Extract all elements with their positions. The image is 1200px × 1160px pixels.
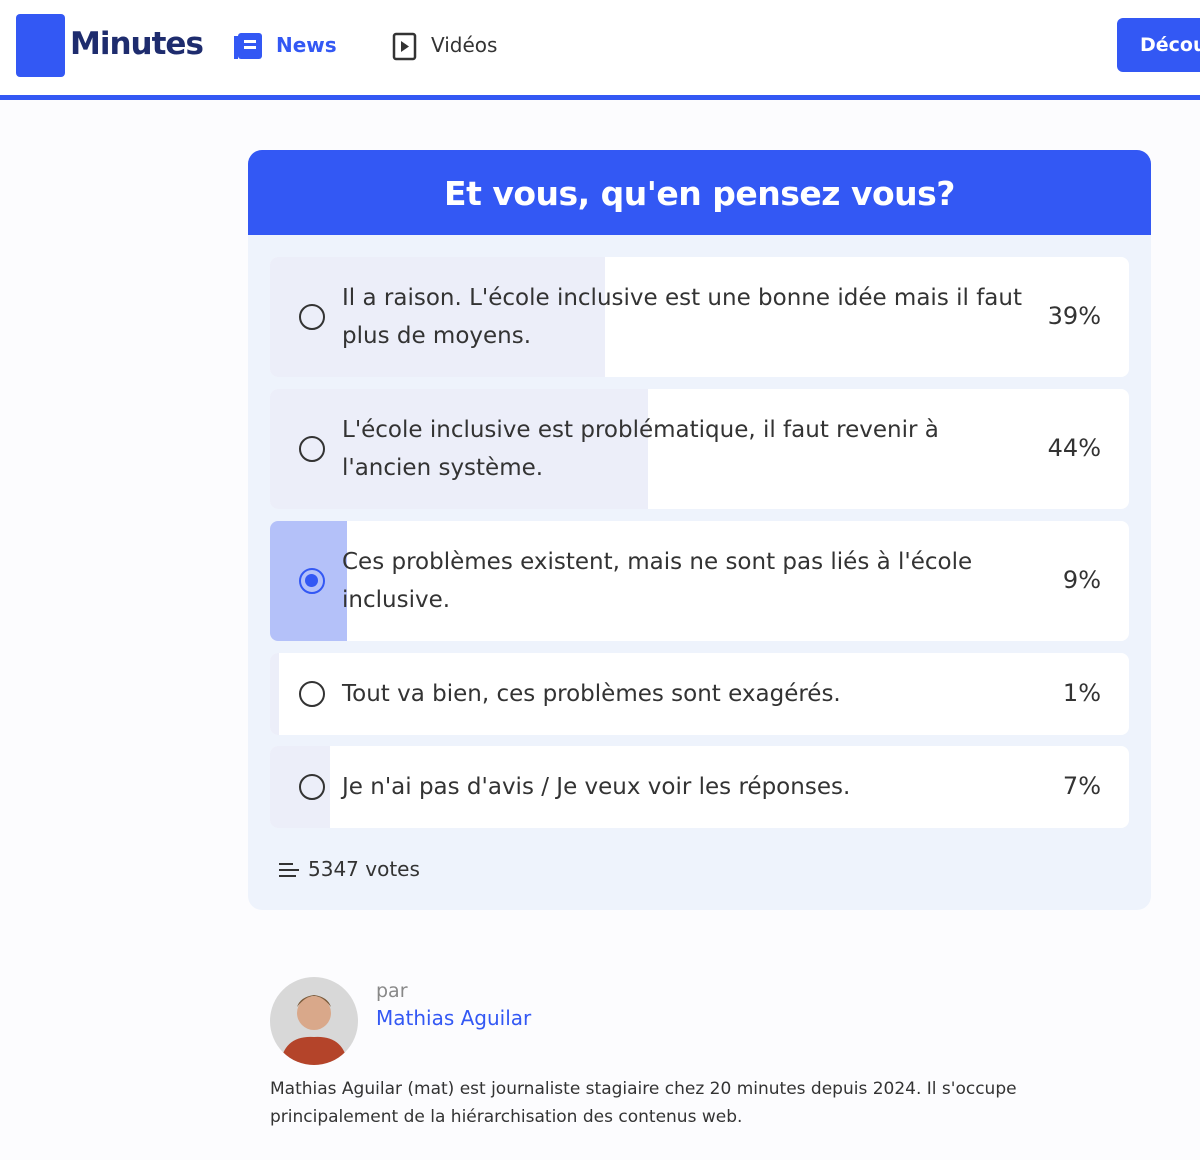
radio-button[interactable] (299, 568, 325, 594)
option-text: Il a raison. L'école inclusive est une b… (342, 285, 1022, 349)
poll-card: Et vous, qu'en pensez vous? 5347 votes I… (248, 150, 1151, 910)
poll-option[interactable]: Tout va bien, ces problèmes sont exagéré… (270, 653, 1129, 735)
result-bar (270, 653, 279, 735)
author-prefix: par (376, 980, 408, 1002)
option-percent: 44% (1047, 434, 1101, 462)
votes-icon (279, 863, 299, 877)
poll-option[interactable]: Ces problèmes existent, mais ne sont pas… (270, 521, 1129, 641)
logo[interactable]: Minutes (70, 26, 204, 62)
nav-videos[interactable]: Vidéos (431, 33, 498, 57)
header: Minutes News Vidéos Découvrir (0, 0, 1200, 100)
poll-option[interactable]: Je n'ai pas d'avis / Je veux voir les ré… (270, 746, 1129, 828)
result-bar (270, 257, 605, 377)
author-bio: Mathias Aguilar (mat) est journaliste st… (270, 1079, 1017, 1127)
radio-button[interactable] (299, 681, 325, 707)
radio-button[interactable] (299, 436, 325, 462)
option-percent: 39% (1047, 302, 1101, 330)
option-text: L'école inclusive est problématique, il … (342, 417, 939, 481)
discover-button[interactable]: Découvrir (1117, 18, 1200, 72)
vote-count: 5347 votes (308, 857, 420, 881)
radio-button[interactable] (299, 774, 325, 800)
option-percent: 9% (1062, 566, 1101, 594)
nav-news[interactable]: News (276, 33, 337, 57)
author-avatar (270, 977, 358, 1065)
option-percent: 1% (1062, 679, 1101, 707)
option-text: Ces problèmes existent, mais ne sont pas… (342, 549, 973, 613)
news-icon (234, 33, 262, 59)
poll-title: Et vous, qu'en pensez vous? (248, 150, 1151, 235)
option-percent: 7% (1062, 772, 1101, 800)
result-bar (270, 389, 648, 509)
option-text: Tout va bien, ces problèmes sont exagéré… (342, 681, 841, 707)
author-name[interactable]: Mathias Aguilar (376, 1006, 532, 1030)
poll-option[interactable]: Il a raison. L'école inclusive est une b… (270, 257, 1129, 377)
radio-button[interactable] (299, 304, 325, 330)
poll-option[interactable]: L'école inclusive est problématique, il … (270, 389, 1129, 509)
option-text: Je n'ai pas d'avis / Je veux voir les ré… (342, 774, 851, 800)
video-icon (392, 32, 417, 61)
logo-icon[interactable] (16, 14, 65, 77)
